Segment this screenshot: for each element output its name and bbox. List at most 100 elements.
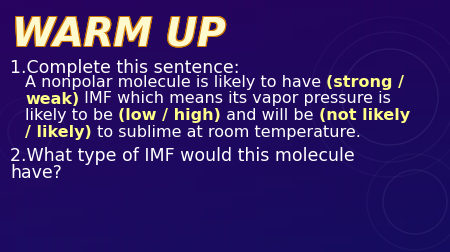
Text: WARM UP: WARM UP [11,14,225,52]
Bar [75,0,83,252]
Bar [0,113,450,116]
Bar [68,0,76,252]
Bar [0,50,450,54]
Bar [233,0,240,252]
Bar [53,0,60,252]
Bar [0,195,450,199]
Bar [352,0,360,252]
Bar [307,0,315,252]
Bar [0,157,450,161]
Bar [0,230,450,233]
Bar [45,0,53,252]
Bar [210,0,218,252]
Text: 2.What type of IMF would this molecule: 2.What type of IMF would this molecule [10,146,355,164]
Text: WARM UP: WARM UP [13,14,227,52]
Text: weak): weak) [25,91,79,106]
Bar [338,0,346,252]
Bar [60,0,68,252]
Bar [195,0,203,252]
Text: WARM UP: WARM UP [12,15,226,53]
Bar [158,0,166,252]
Text: WARM UP: WARM UP [13,15,227,53]
Bar [315,0,323,252]
Bar [0,160,450,164]
Bar [435,0,443,252]
Bar [0,28,450,32]
Bar [0,0,8,252]
Bar [368,0,375,252]
Bar [420,0,428,252]
Bar [255,0,263,252]
Bar [0,239,450,242]
Text: have?: have? [10,163,62,181]
Text: to sublime at room temperature.: to sublime at room temperature. [92,124,360,139]
Bar [323,0,330,252]
Bar [0,104,450,107]
Bar [0,119,450,123]
Text: / likely): / likely) [25,124,92,139]
Text: (low / high): (low / high) [118,108,221,122]
Bar [0,25,450,28]
Bar [0,226,450,230]
Bar [150,0,158,252]
Bar [22,0,31,252]
Text: WARM UP: WARM UP [12,14,225,52]
Bar [405,0,413,252]
Bar [0,6,450,10]
Bar [0,173,450,176]
Bar [0,129,450,132]
Bar [397,0,405,252]
Bar [0,185,450,189]
Bar [120,0,128,252]
Bar [165,0,173,252]
Bar [240,0,248,252]
Bar [0,211,450,214]
Bar [0,100,450,104]
Bar [0,245,450,249]
Bar [360,0,368,252]
Bar [0,163,450,167]
Bar [0,15,450,19]
Bar [0,107,450,110]
Bar [0,217,450,220]
Bar [0,154,450,158]
Bar [0,151,450,154]
Bar [0,179,450,183]
Bar [300,0,308,252]
Bar [127,0,135,252]
Bar [37,0,45,252]
Bar [248,0,256,252]
Bar [0,91,450,94]
Text: WARM UP: WARM UP [12,16,226,54]
Bar [188,0,195,252]
Bar [0,53,450,57]
Bar [0,47,450,50]
Bar [0,192,450,195]
Bar [0,88,450,91]
Text: WARM UP: WARM UP [13,15,227,53]
Text: WARM UP: WARM UP [12,14,226,52]
Bar [135,0,143,252]
Bar [0,182,450,186]
Bar [0,62,450,66]
Bar [0,72,450,76]
Bar [0,242,450,246]
Bar [0,85,450,88]
Bar [0,22,450,25]
Text: (strong /: (strong / [326,75,404,90]
Text: WARM UP: WARM UP [11,15,225,53]
Bar [0,214,450,217]
Bar [0,44,450,47]
Bar [0,125,450,129]
Text: WARM UP: WARM UP [11,15,225,53]
Bar [0,176,450,180]
Bar [8,0,15,252]
Bar [180,0,188,252]
Text: WARM UP: WARM UP [13,16,227,54]
Bar [0,31,450,35]
Bar [0,233,450,236]
Bar [0,3,450,6]
Text: WARM UP: WARM UP [13,16,226,54]
Text: WARM UP: WARM UP [11,14,225,52]
Bar [0,12,450,16]
